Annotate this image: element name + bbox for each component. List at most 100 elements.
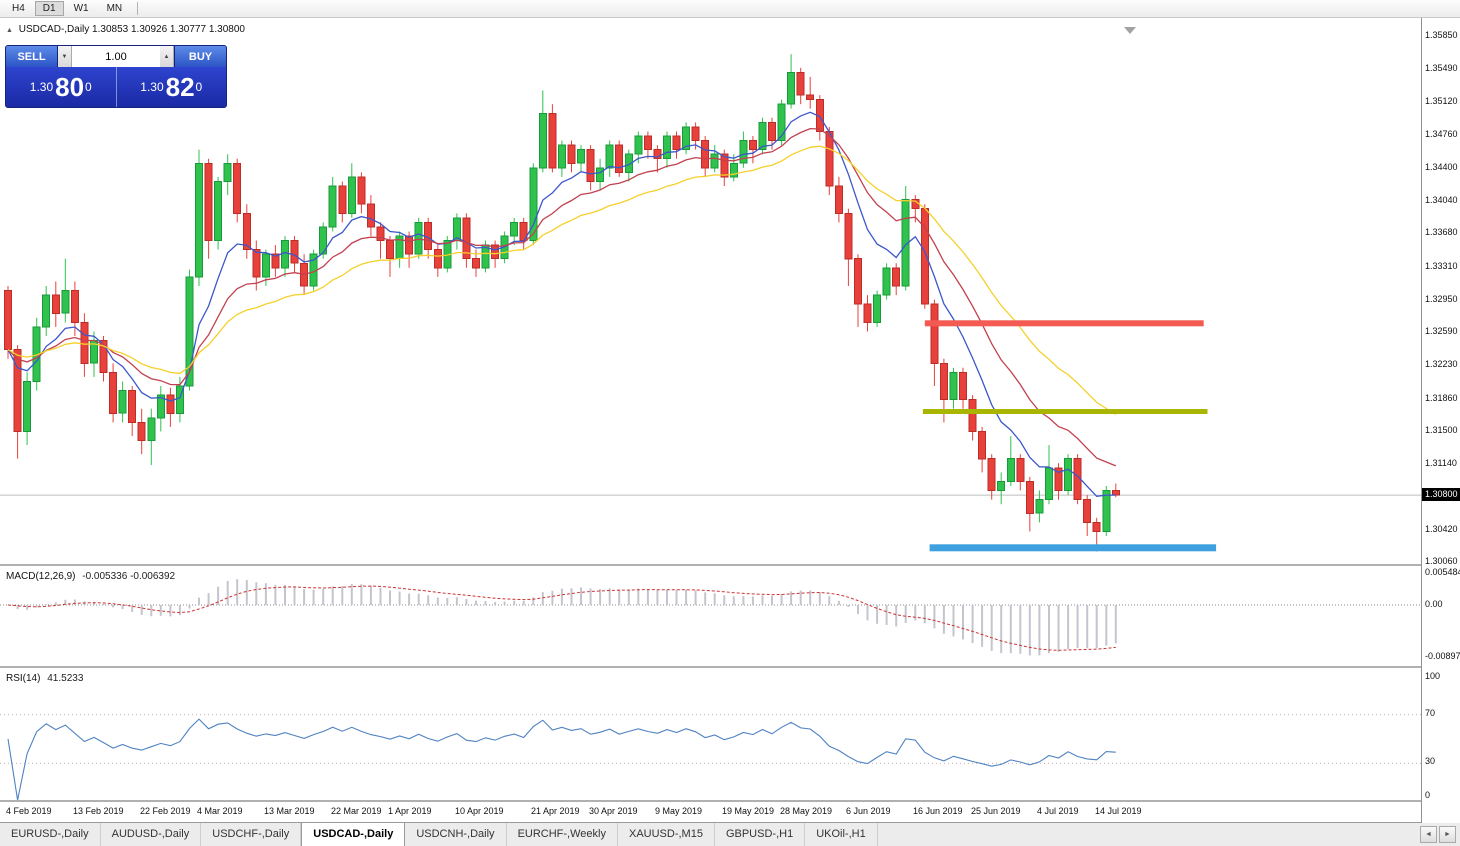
- buy-price-sup: 0: [195, 80, 203, 94]
- time-axis-label: 22 Mar 2019: [331, 806, 382, 816]
- timeframe-mn-button[interactable]: MN: [99, 1, 131, 16]
- pane-separator[interactable]: [0, 800, 1460, 802]
- time-axis-label: 1 Apr 2019: [388, 806, 432, 816]
- chart-window[interactable]: ▲ USDCAD-,Daily 1.30853 1.30926 1.30777 …: [0, 18, 1460, 823]
- current-price-tag: 1.30800: [1422, 488, 1460, 501]
- tab-usdchf-daily[interactable]: USDCHF-,Daily: [201, 823, 302, 846]
- tab-ukoil-h1[interactable]: UKOil-,H1: [805, 823, 878, 846]
- volume-up-button[interactable]: ▲: [160, 46, 174, 67]
- price-pane[interactable]: [0, 18, 1421, 564]
- axis-label: 1.34400: [1425, 162, 1458, 172]
- volume-down-button[interactable]: ▼: [58, 46, 72, 67]
- time-axis-label: 13 Feb 2019: [73, 806, 124, 816]
- time-axis-label: 4 Mar 2019: [197, 806, 243, 816]
- axis-label: 1.34760: [1425, 129, 1458, 139]
- axis-label: 1.35120: [1425, 96, 1458, 106]
- axis-label: 1.33680: [1425, 227, 1458, 237]
- one-click-toggle-icon[interactable]: ▲: [6, 27, 13, 34]
- pane-separator[interactable]: [0, 666, 1460, 668]
- macd-values: -0.005336 -0.006392: [82, 571, 176, 582]
- time-axis-label: 25 Jun 2019: [971, 806, 1021, 816]
- sell-price-sup: 0: [85, 80, 92, 94]
- axis-label: -0.008973: [1425, 651, 1460, 661]
- tab-gbpusd-h1[interactable]: GBPUSD-,H1: [715, 823, 806, 846]
- sell-price-display[interactable]: 1.30 80 0: [6, 67, 117, 107]
- axis-label: 1.31140: [1425, 458, 1457, 468]
- volume-input[interactable]: [72, 46, 160, 67]
- ma-28-line[interactable]: [7, 145, 1117, 415]
- timeframe-w1-button[interactable]: W1: [66, 1, 97, 16]
- time-axis-label: 4 Jul 2019: [1037, 806, 1079, 816]
- axis-label: 1.33310: [1425, 261, 1458, 271]
- tabs-scroll-left-button[interactable]: ◄: [1420, 826, 1437, 843]
- axis-label: 1.34040: [1425, 195, 1458, 205]
- chart-shift-marker-icon[interactable]: [1124, 27, 1136, 34]
- tab-usdcnh-daily[interactable]: USDCNH-,Daily: [405, 823, 507, 846]
- axis-label: 0.00: [1425, 599, 1443, 609]
- sell-price-prefix: 1.30: [29, 80, 54, 94]
- hline-object-0[interactable]: [924, 320, 1204, 327]
- time-axis-label: 10 Apr 2019: [455, 806, 504, 816]
- axis-label: 1.32950: [1425, 294, 1458, 304]
- time-axis-label: 28 May 2019: [780, 806, 833, 816]
- axis-label: 0.005484: [1425, 567, 1460, 577]
- axis-label: 1.32230: [1425, 359, 1458, 369]
- sell-button[interactable]: SELL: [6, 46, 58, 67]
- tab-usdcad-daily[interactable]: USDCAD-,Daily: [301, 822, 406, 846]
- tab-eurchf-weekly[interactable]: EURCHF-,Weekly: [507, 823, 618, 846]
- rsi-line: [7, 718, 1116, 800]
- buy-button[interactable]: BUY: [174, 46, 226, 67]
- pane-separator[interactable]: [0, 564, 1460, 566]
- time-axis[interactable]: 4 Feb 2019 13 Feb 2019 22 Feb 2019 4 Mar 20…: [0, 802, 1421, 823]
- time-axis-label: 21 Apr 2019: [531, 806, 580, 816]
- rsi-value: 41.5233: [47, 673, 84, 684]
- tab-eurusd-daily[interactable]: EURUSD-,Daily: [0, 823, 101, 846]
- rsi-pane[interactable]: [0, 668, 1421, 800]
- axis-label: 1.31860: [1425, 393, 1458, 403]
- hline-object-2[interactable]: [929, 544, 1217, 552]
- chart-title-bar: ▲ USDCAD-,Daily 1.30853 1.30926 1.30777 …: [6, 24, 245, 35]
- axis-label: 70: [1425, 708, 1436, 718]
- tab-audusd-daily[interactable]: AUDUSD-,Daily: [101, 823, 202, 846]
- time-axis-label: 6 Jun 2019: [846, 806, 891, 816]
- tab-xauusd-m15[interactable]: XAUUSD-,M15: [618, 823, 715, 846]
- axis-label: 1.30060: [1425, 556, 1458, 566]
- axis-label: 1.30420: [1425, 524, 1458, 534]
- axis-label: 30: [1425, 756, 1436, 766]
- macd-signal-line: [7, 585, 1116, 651]
- timeframe-d1-button[interactable]: D1: [34, 1, 64, 16]
- chart-tabs-bar: EURUSD-,Daily AUDUSD-,Daily USDCHF-,Dail…: [0, 822, 1460, 846]
- buy-price-display[interactable]: 1.30 82 0: [117, 67, 227, 107]
- rsi-header: RSI(14) 41.5233: [6, 673, 83, 684]
- axis-label: 1.35490: [1425, 63, 1458, 73]
- timeframe-h4-button[interactable]: H4: [4, 1, 33, 16]
- hline-object-1[interactable]: [922, 409, 1208, 414]
- timeframe-toolbar: H4 D1 W1 MN: [0, 0, 1460, 18]
- macd-label: MACD(12,26,9): [6, 571, 76, 582]
- time-axis-label: 9 May 2019: [655, 806, 703, 816]
- axis-label: 1.32590: [1425, 326, 1458, 336]
- macd-header: MACD(12,26,9) -0.005336 -0.006392: [6, 571, 175, 582]
- rsi-label: RSI(14): [6, 673, 41, 684]
- tabs-scroll-right-button[interactable]: ►: [1439, 826, 1456, 843]
- time-axis-label: 13 Mar 2019: [264, 806, 315, 816]
- time-axis-label: 16 Jun 2019: [913, 806, 963, 816]
- toolbar-separator: [137, 2, 139, 15]
- time-axis-label: 14 Jul 2019: [1095, 806, 1142, 816]
- macd-pane[interactable]: [0, 566, 1421, 666]
- axis-label: 1.31500: [1425, 425, 1458, 435]
- time-axis-label: 22 Feb 2019: [140, 806, 191, 816]
- time-axis-label: 4 Feb 2019: [6, 806, 52, 816]
- axis-label: 1.35850: [1425, 30, 1458, 40]
- buy-price-prefix: 1.30: [140, 80, 164, 94]
- time-axis-label: 19 May 2019: [722, 806, 775, 816]
- time-axis-label: 30 Apr 2019: [589, 806, 638, 816]
- axis-label: 100: [1425, 671, 1441, 681]
- ma-8-line[interactable]: [7, 111, 1116, 497]
- price-axis[interactable]: 1.35850 1.35490 1.35120 1.34760 1.34400 1.340…: [1421, 18, 1460, 823]
- ma-16-line[interactable]: [7, 127, 1117, 467]
- buy-price-big: 82: [165, 72, 195, 102]
- tab-nav: ◄ ►: [1418, 823, 1460, 846]
